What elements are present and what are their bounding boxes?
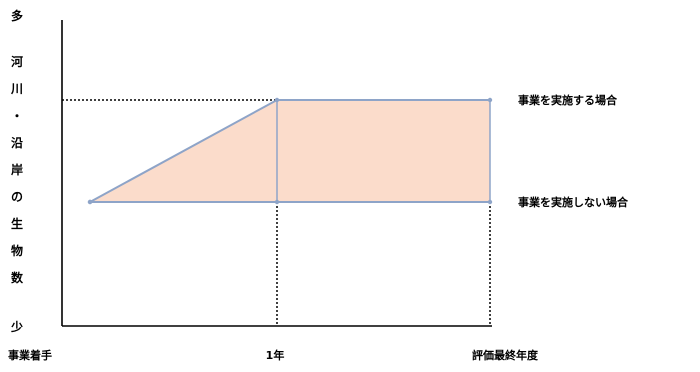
filled-area <box>90 100 490 202</box>
y-axis-label-char: 川 <box>10 82 23 96</box>
y-tick-labels: 多 少 <box>10 8 23 334</box>
y-axis-label-char: 岸 <box>11 162 23 177</box>
dotted-guides <box>62 99 491 326</box>
point-without-project-0 <box>87 199 93 205</box>
point-without-project-1 <box>274 199 280 205</box>
y-axis-label-char: 物 <box>11 243 23 258</box>
benefit-area <box>90 100 490 202</box>
x-tick-label: 1年 <box>266 348 285 362</box>
axes <box>61 20 492 327</box>
series-lines <box>87 97 493 205</box>
y-axis-label-char: 河 <box>10 54 23 69</box>
y-tick-bottom: 少 <box>10 319 23 334</box>
y-axis-label-char: 生 <box>11 216 23 231</box>
series-label-without-project: 事業を実施しない場合 <box>518 195 629 209</box>
point-with-project-1 <box>274 97 280 103</box>
y-axis-label-char: ・ <box>11 109 23 123</box>
x-tick-label: 事業着手 <box>8 348 52 362</box>
y-axis-label-char: 沿 <box>10 136 23 150</box>
y-axis-label-char: の <box>11 190 23 204</box>
series-label-with-project: 事業を実施する場合 <box>518 93 618 107</box>
x-tick-label: 評価最終年度 <box>472 348 539 362</box>
y-axis-label-char: 数 <box>11 270 24 285</box>
y-tick-top: 多 <box>11 8 23 23</box>
x-tick-labels: 事業着手 1年 評価最終年度 <box>8 348 539 362</box>
